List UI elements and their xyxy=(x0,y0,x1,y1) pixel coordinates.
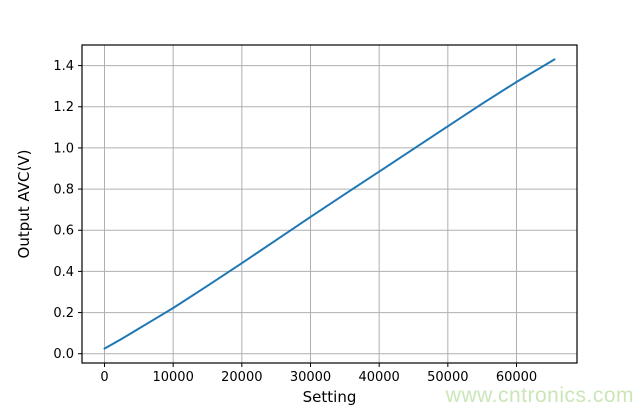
y-tick-label: 1.0 xyxy=(53,141,74,156)
x-tick-label: 20000 xyxy=(221,370,262,385)
x-tick-label: 0 xyxy=(100,370,108,385)
data-line xyxy=(103,58,556,350)
watermark: www.cntronics.com xyxy=(445,384,634,407)
y-tick-label: 0.4 xyxy=(53,265,74,280)
x-axis-label: Setting xyxy=(302,388,357,406)
y-tick-label: 0.2 xyxy=(53,306,74,321)
y-tick-label: 1.4 xyxy=(53,59,74,74)
y-axis-label: Output AVC(V) xyxy=(15,149,33,259)
y-tick-label: 0.0 xyxy=(53,347,74,362)
y-tick-label: 1.2 xyxy=(53,100,74,115)
y-tick-label: 0.8 xyxy=(53,182,74,197)
x-tick-label: 50000 xyxy=(427,370,468,385)
x-tick-label: 40000 xyxy=(358,370,399,385)
y-tick-label: 0.6 xyxy=(53,224,74,239)
plot-border xyxy=(81,44,578,364)
x-tick-label: 10000 xyxy=(152,370,193,385)
x-tick-label: 30000 xyxy=(290,370,331,385)
x-tick-label: 60000 xyxy=(496,370,537,385)
